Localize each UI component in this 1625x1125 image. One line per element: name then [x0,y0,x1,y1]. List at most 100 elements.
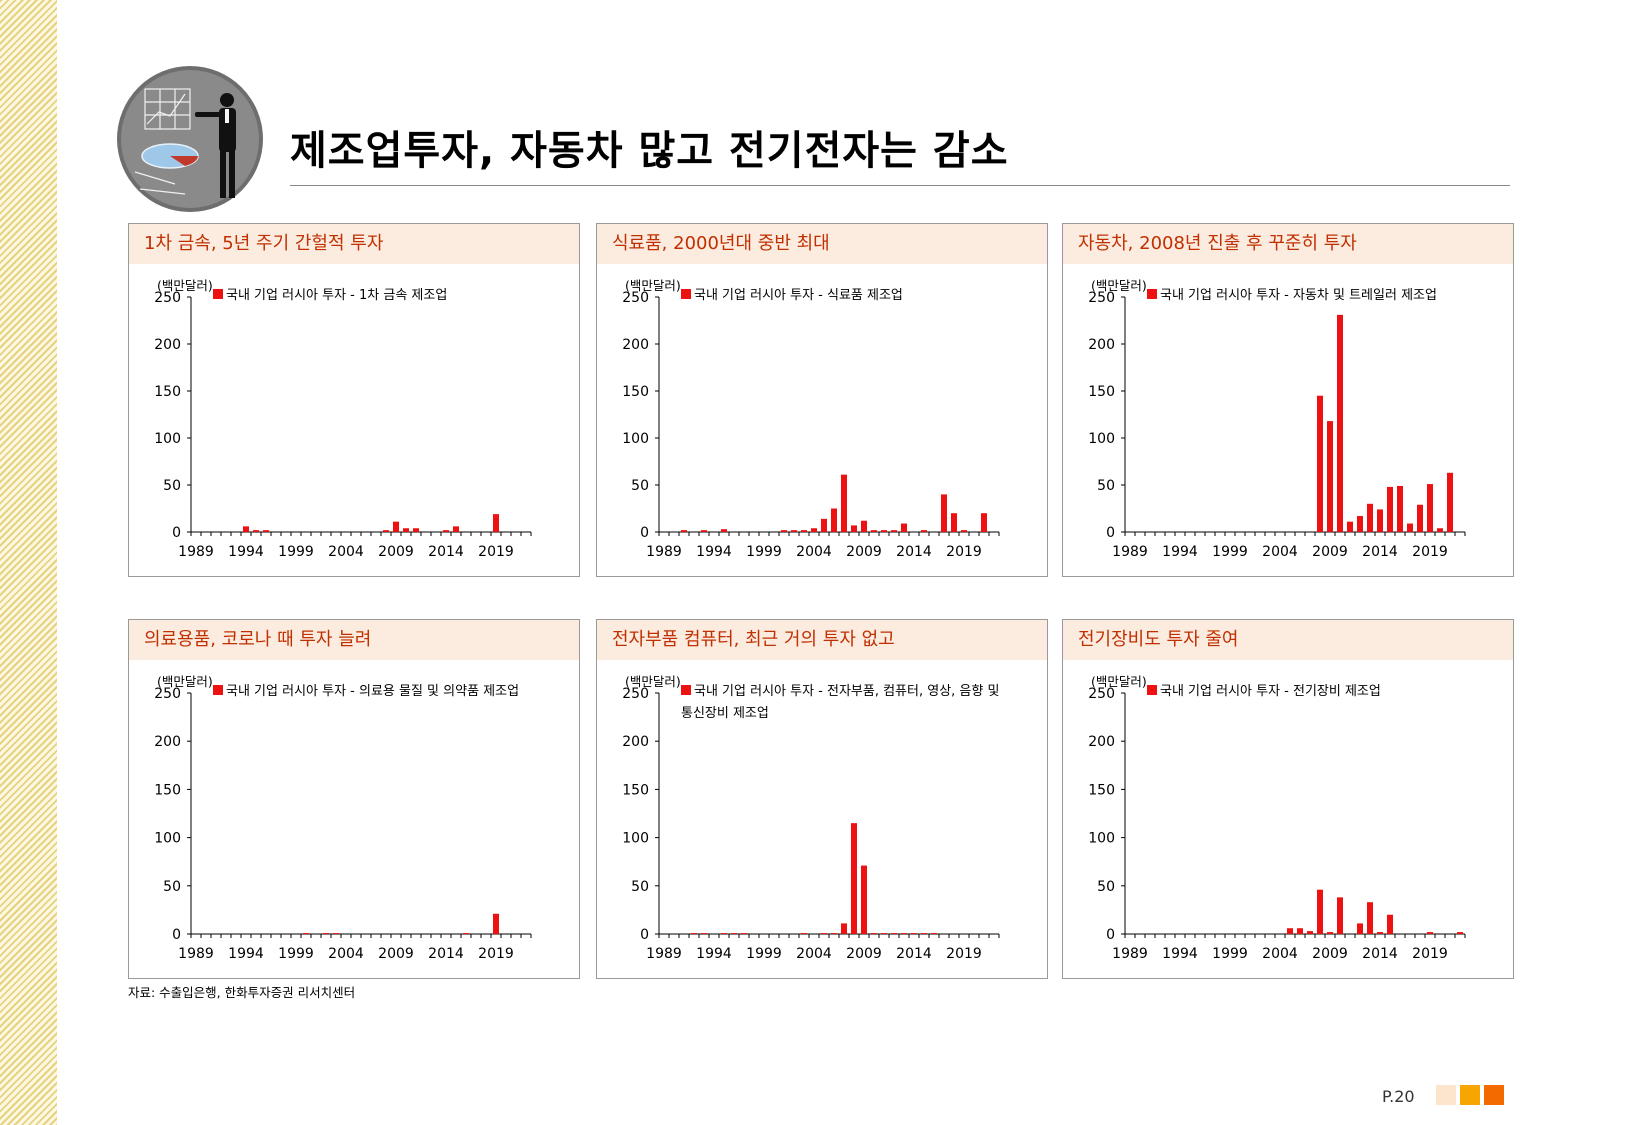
x-tick-label: 2004 [1262,544,1298,560]
x-tick-label: 2019 [478,544,514,560]
bar-1996 [731,933,737,934]
y-tick-label: 150 [1088,782,1115,798]
bar-1992 [691,933,697,934]
panel-title: 식료품, 2000년대 중반 최대 [597,224,1047,264]
bar-2006 [831,508,837,532]
bar-2018 [1417,504,1423,532]
bar-2003 [333,933,339,934]
bar-2018 [951,513,957,532]
legend-label: 국내 기업 러시아 투자 - 전기장비 제조업 [1160,684,1381,699]
y-tick-label: 0 [640,927,649,943]
bar-2007 [841,923,847,934]
source-note: 자료: 수출입은행, 한화투자증권 리서치센터 [128,985,356,1000]
chart-automotive: (백만달러) 0 50 100 150 200 250 1989 1994 1999 2004 200… [1088,278,1466,560]
bar-2014 [1377,509,1383,532]
x-tick-label: 2009 [1312,946,1348,962]
y-tick-label: 150 [622,384,649,400]
bar-2019 [493,913,499,934]
x-tick-label: 2004 [1262,946,1298,962]
accent-square-light [1436,1085,1456,1105]
x-tick-label: 2014 [1362,946,1398,962]
y-tick-label: 100 [622,831,649,847]
bar-2010 [1337,897,1343,934]
x-tick-label: 1989 [1112,946,1148,962]
bar-2011 [1347,521,1353,532]
chart-panel-automotive: 자동차, 2008년 진출 후 꾸준히 투자 (백만달러) 0 50 100 150 20… [1062,223,1514,577]
bar-2012 [1357,516,1363,532]
bar-2002 [791,530,797,532]
bar-1995 [253,530,259,532]
bar-2021 [1447,472,1453,532]
chart-panel-food: 식료품, 2000년대 중반 최대 (백만달러) 0 50 100 150 200 250 1… [596,223,1048,577]
x-tick-label: 1989 [646,544,682,560]
chart-panel-electrical: 전기장비도 투자 줄여 (백만달러) 0 50 100 150 200 250 1989 199… [1062,619,1514,979]
y-tick-label: 150 [154,384,181,400]
x-tick-label: 2019 [1412,946,1448,962]
bar-2010 [1337,314,1343,532]
bar-1995 [721,933,727,934]
legend-swatch [681,289,691,299]
x-tick-label: 1999 [746,946,782,962]
bar-2019 [1427,484,1433,532]
y-tick-label: 100 [154,431,181,447]
bar-2005 [821,933,827,934]
bar-2015 [921,933,927,934]
y-tick-label: 250 [1088,290,1115,306]
x-tick-label: 2014 [428,946,464,962]
bar-2016 [463,933,469,934]
bar-1991 [681,530,687,532]
y-tick-label: 200 [1088,734,1115,750]
bar-1996 [263,530,269,532]
panel-title: 의료용품, 코로나 때 투자 늘려 [129,620,579,660]
x-tick-label: 2009 [1312,544,1348,560]
x-tick-label: 2019 [946,544,982,560]
chart-panel-electronics: 전자부품 컴퓨터, 최근 거의 투자 없고 (백만달러) 0 50 100 150 200… [596,619,1048,979]
x-tick-label: 1994 [1162,946,1198,962]
decorative-side-stripe [0,0,57,1125]
bar-2008 [851,525,857,532]
x-tick-label: 1994 [696,946,732,962]
panel-title: 전자부품 컴퓨터, 최근 거의 투자 없고 [597,620,1047,660]
y-tick-label: 200 [622,734,649,750]
x-tick-label: 1989 [1112,544,1148,560]
y-tick-label: 0 [1106,525,1115,541]
bar-1993 [701,933,707,934]
legend-swatch [1147,289,1157,299]
unit-label: (백만달러) [1091,278,1147,293]
chart-panel-medical: 의료용품, 코로나 때 투자 늘려 (백만달러) 0 50 100 150 200 250 1… [128,619,580,979]
chart-medical: (백만달러) 0 50 100 150 200 250 1989 1994 1999 2004 200… [154,674,532,962]
bar-2008 [1317,889,1323,934]
accent-square-dark-orange [1484,1085,1504,1105]
page-number: P.20 [1382,1087,1415,1106]
y-tick-label: 200 [154,734,181,750]
presenter-illustration [117,66,263,212]
x-tick-label: 1994 [1162,544,1198,560]
bar-2011 [881,933,887,934]
legend-label: 국내 기업 러시아 투자 - 의료용 물질 및 의약품 제조업 [226,684,519,699]
y-tick-label: 250 [622,686,649,702]
x-tick-label: 1989 [646,946,682,962]
x-tick-label: 2014 [428,544,464,560]
bar-2017 [1407,523,1413,532]
x-tick-label: 2009 [846,946,882,962]
legend-label: 통신장비 제조업 [681,706,769,721]
chart-food: (백만달러) 0 50 100 150 200 250 1989 1994 1999 2004 200… [622,278,1000,560]
bar-2012 [891,530,897,532]
y-tick-label: 100 [1088,831,1115,847]
bar-2021 [981,513,987,532]
x-tick-label: 1999 [746,544,782,560]
page-title: 제조업투자, 자동차 많고 전기전자는 감소 [290,128,1009,174]
y-tick-label: 50 [1097,879,1115,895]
x-tick-label: 1989 [178,544,214,560]
bar-1995 [721,529,727,532]
panel-title: 자동차, 2008년 진출 후 꾸준히 투자 [1063,224,1513,264]
unit-label: (백만달러) [625,278,681,293]
bar-2008 [851,823,857,934]
unit-label: (백만달러) [157,278,213,293]
y-tick-label: 0 [172,927,181,943]
x-tick-label: 2004 [328,946,364,962]
x-tick-label: 1994 [228,544,264,560]
y-tick-label: 200 [1088,337,1115,353]
bar-2013 [901,523,907,532]
unit-label: (백만달러) [157,674,213,689]
